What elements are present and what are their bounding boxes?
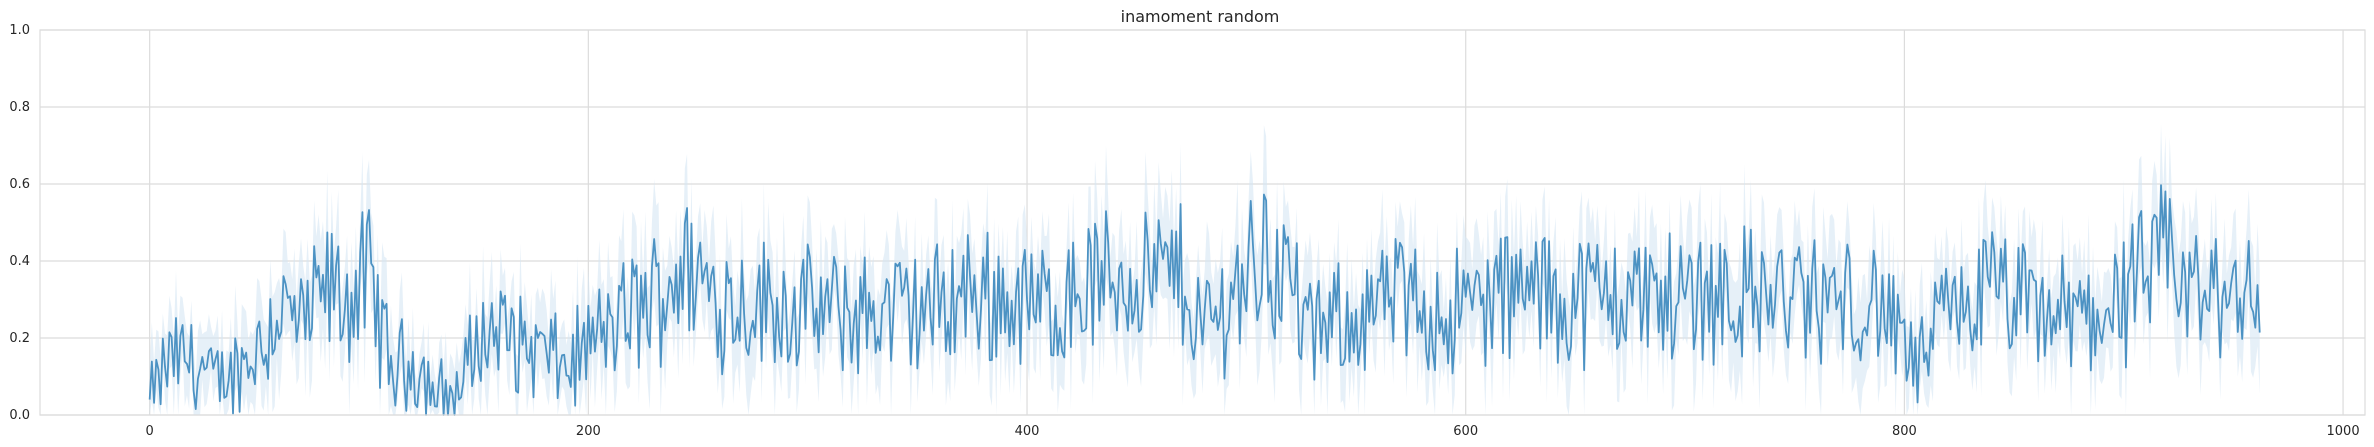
plot-border	[39, 29, 2366, 416]
x-tick-label: 800	[1892, 424, 1917, 439]
y-tick-label: 0.6	[9, 177, 30, 192]
confidence-band	[149, 124, 2260, 415]
x-axis-ticks: 0 200 400 600 800 1000	[146, 424, 2360, 439]
x-tick-label: 200	[576, 424, 601, 439]
y-tick-label: 0.0	[9, 408, 30, 423]
plot-frame	[39, 29, 2366, 416]
y-tick-label: 0.2	[9, 331, 30, 346]
y-tick-label: 0.8	[9, 100, 30, 115]
x-tick-label: 0	[146, 424, 154, 439]
y-tick-label: 0.4	[9, 254, 30, 269]
x-tick-label: 600	[1453, 424, 1478, 439]
series-line	[148, 184, 2261, 416]
x-tick-label: 1000	[2327, 424, 2360, 439]
x-tick-label: 400	[1015, 424, 1040, 439]
chart-title: inamoment random	[1121, 7, 1280, 26]
y-axis-ticks: 0.0 0.2 0.4 0.6 0.8 1.0	[9, 23, 30, 423]
data-series	[148, 184, 2261, 416]
y-tick-label: 1.0	[9, 23, 30, 38]
confidence-band-area	[149, 124, 2260, 415]
